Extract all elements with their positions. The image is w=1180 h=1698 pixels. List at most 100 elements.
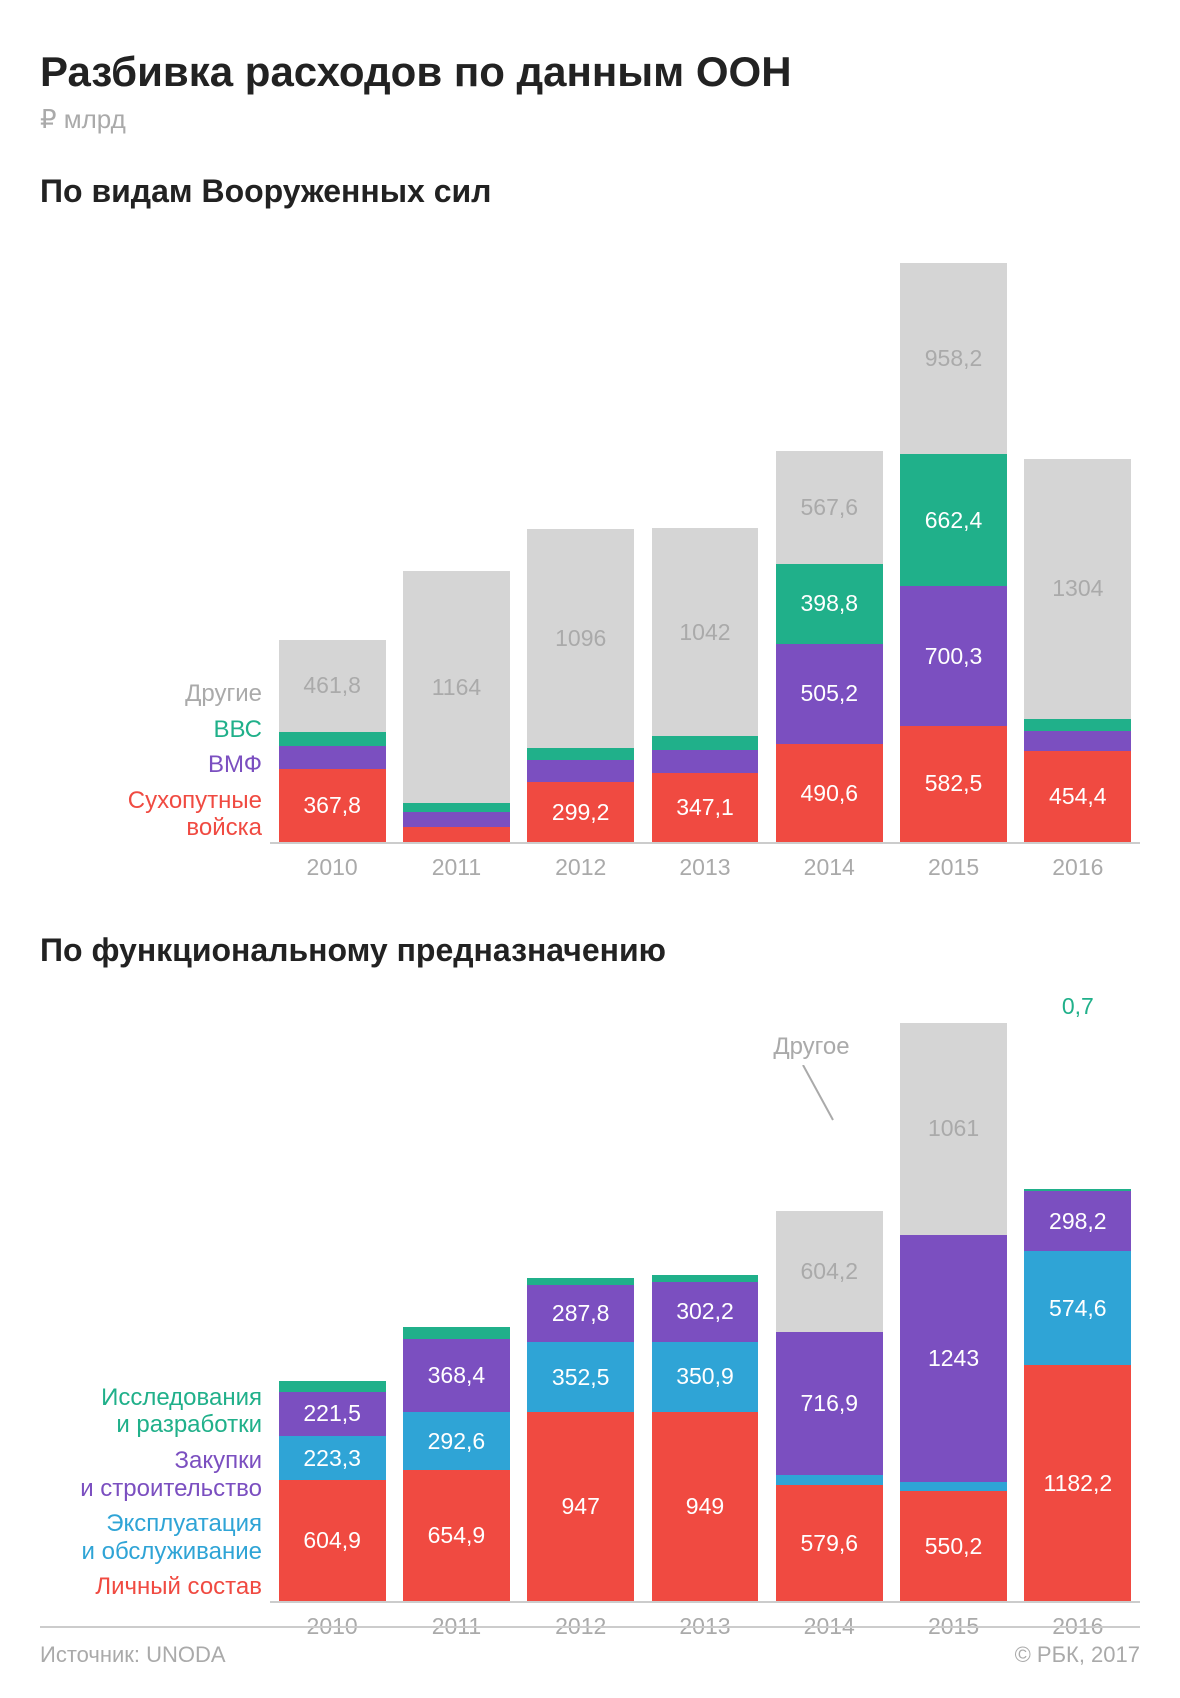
segment-value: 1304	[1052, 575, 1103, 602]
segment-ops: 574,6	[1024, 1251, 1131, 1366]
segment-proc: 298,2	[1024, 1191, 1131, 1250]
segment-other: 604,2	[776, 1211, 883, 1331]
segment-personnel: 550,2	[900, 1491, 1007, 1601]
segment-value: 949	[686, 1493, 724, 1520]
bar-col: 299,2 1096	[519, 529, 643, 842]
segment-air	[279, 732, 386, 746]
segment-ground: 490,6	[776, 744, 883, 842]
above-label	[891, 234, 1015, 262]
segment-navy	[652, 750, 759, 773]
x-axis-label: 2015	[891, 854, 1015, 882]
segment-proc: 716,9	[776, 1332, 883, 1475]
above-label	[1016, 234, 1140, 262]
segment-value: 700,3	[925, 643, 983, 670]
bar-col: 367,8 461,8	[270, 640, 394, 842]
legend-item-ops: Эксплуатацияи обслуживание	[40, 1510, 262, 1565]
segment-navy	[527, 760, 634, 782]
x-axis-label: 2012	[519, 854, 643, 882]
segment-value: 1061	[928, 1115, 979, 1142]
bar-stack: 367,8 461,8	[279, 640, 386, 842]
segment-ground: 347,1	[652, 773, 759, 842]
segment-proc: 287,8	[527, 1285, 634, 1342]
bar-col: 582,5 700,3 662,4958,2	[891, 263, 1015, 842]
bar-stack: 604,9 223,3 221,5	[279, 1381, 386, 1601]
segment-rnd	[527, 1278, 634, 1285]
legend-item-rnd: Исследованияи разработки	[40, 1384, 262, 1439]
segment-value: 292,6	[428, 1428, 486, 1455]
segment-other: 1096	[527, 529, 634, 747]
chart1-bars-area: 367,8 461,8 1164 299,2 1096 347,11042 490,6 505…	[270, 234, 1140, 882]
above-label	[643, 993, 767, 1021]
segment-navy	[1024, 731, 1131, 752]
segment-ops	[776, 1475, 883, 1486]
above-label	[270, 993, 394, 1021]
segment-ground	[403, 827, 510, 842]
segment-value: 352,5	[552, 1364, 610, 1391]
segment-other: 1164	[403, 571, 510, 803]
segment-value: 947	[562, 1493, 600, 1520]
segment-personnel: 604,9	[279, 1480, 386, 1601]
bar-col: 454,4 1304	[1016, 459, 1140, 842]
segment-ops: 223,3	[279, 1436, 386, 1481]
segment-value: 350,9	[676, 1363, 734, 1390]
bar-stack: 582,5 700,3 662,4958,2	[900, 263, 1007, 842]
segment-value: 1164	[432, 674, 481, 701]
legend-item-navy: ВМФ	[40, 751, 262, 779]
segment-value: 490,6	[800, 780, 858, 807]
bar-col: 347,11042	[643, 528, 767, 842]
segment-value: 223,3	[303, 1445, 361, 1472]
bar-stack: 1164	[403, 571, 510, 842]
legend-item-air: ВВС	[40, 716, 262, 744]
segment-navy: 505,2	[776, 644, 883, 745]
segment-value: 604,2	[800, 1258, 858, 1285]
bar-col: 1182,2574,6298,2	[1016, 1189, 1140, 1601]
bar-col: 550,2 1243 1061	[891, 1023, 1015, 1601]
segment-ground: 367,8	[279, 769, 386, 842]
chart1-legend: ДругиеВВСВМФСухопутныевойска	[40, 672, 270, 882]
bar-stack: 579,6716,9604,2	[776, 1211, 883, 1601]
segment-other: 1304	[1024, 459, 1131, 719]
bar-col: 1164	[394, 571, 518, 842]
segment-ground: 582,5	[900, 726, 1007, 842]
segment-ground: 454,4	[1024, 751, 1131, 842]
segment-value: 302,2	[676, 1298, 734, 1325]
segment-value: 347,1	[676, 794, 734, 821]
segment-personnel: 1182,2	[1024, 1365, 1131, 1601]
copyright-text: © РБК, 2017	[1015, 1642, 1140, 1668]
segment-other: 958,2	[900, 263, 1007, 454]
source-text: Источник: UNODA	[40, 1642, 226, 1668]
bar-stack: 654,9292,6368,4	[403, 1327, 510, 1601]
bar-stack: 947 352,5 287,8	[527, 1278, 634, 1601]
above-label: 0,7	[1016, 993, 1140, 1021]
segment-ops: 292,6	[403, 1412, 510, 1470]
footer: Источник: UNODA © РБК, 2017	[40, 1626, 1140, 1668]
segment-value: 454,4	[1049, 783, 1107, 810]
bar-stack: 949 350,9 302,2	[652, 1275, 759, 1601]
chart-subtitle: ₽ млрд	[40, 104, 1140, 135]
x-axis-label: 2011	[394, 854, 518, 882]
bar-col: 579,6716,9604,2	[767, 1211, 891, 1601]
segment-navy	[403, 812, 510, 827]
segment-value: 398,8	[800, 590, 858, 617]
segment-air: 662,4	[900, 454, 1007, 586]
segment-value: 299,2	[552, 799, 610, 826]
chart2-bars-area: 0,7 604,9 223,3 221,5 654,9292,6368,4 947 352,…	[270, 993, 1140, 1641]
segment-air	[527, 748, 634, 761]
segment-value: 1096	[555, 625, 606, 652]
segment-air	[1024, 719, 1131, 731]
above-label	[519, 234, 643, 262]
segment-personnel: 949	[652, 1412, 759, 1601]
x-axis-label: 2013	[643, 854, 767, 882]
bar-col: 654,9292,6368,4	[394, 1327, 518, 1601]
bar-col: 947 352,5 287,8	[519, 1278, 643, 1601]
segment-value: 221,5	[303, 1400, 361, 1427]
segment-value: 1243	[928, 1345, 979, 1372]
chart-title: Разбивка расходов по данным ООН	[40, 48, 1140, 96]
chart1: ДругиеВВСВМФСухопутныевойска367,8461,811…	[40, 234, 1140, 882]
segment-value: 567,6	[800, 494, 858, 521]
segment-other: 461,8	[279, 640, 386, 732]
segment-other: 1061	[900, 1023, 1007, 1234]
above-label	[767, 993, 891, 1021]
segment-rnd	[403, 1327, 510, 1339]
segment-air	[652, 736, 759, 750]
